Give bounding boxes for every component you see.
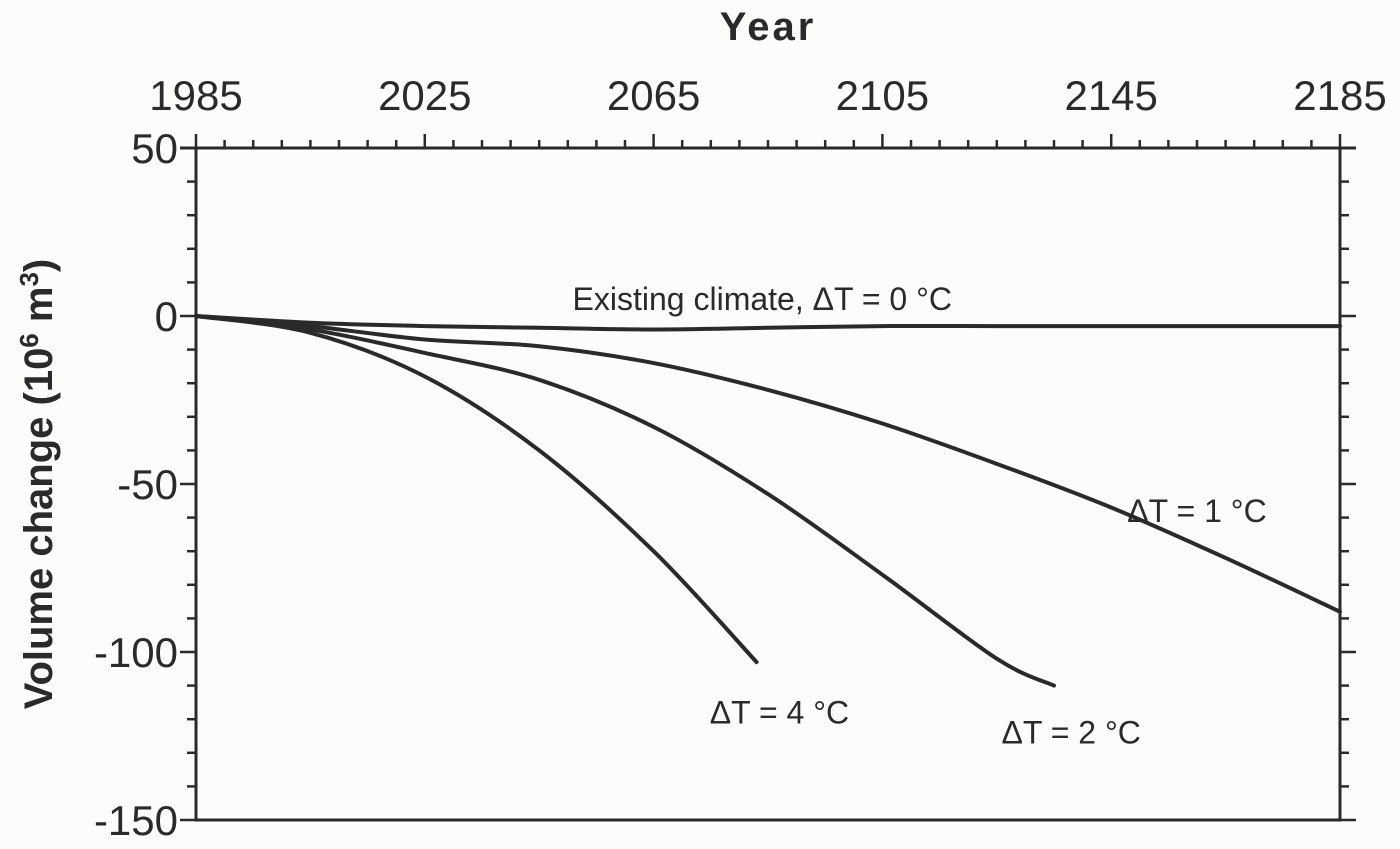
series-line-1 [194, 314, 1342, 614]
data-series [194, 314, 1342, 688]
y-tick-label: -100 [94, 629, 178, 676]
x-tick-label: 2145 [1064, 72, 1157, 119]
series-line-3 [194, 314, 759, 665]
x-tick-label: 2065 [607, 72, 700, 119]
x-tick-labels: 1985 2025 2065 2105 2145 2185 [149, 72, 1386, 119]
x-tick-label: 2105 [836, 72, 929, 119]
y-tick-label: 50 [131, 125, 178, 172]
y-tick-label: -150 [94, 797, 178, 844]
series-line-2 [194, 314, 1056, 688]
plot-frame [180, 134, 1356, 822]
y-tick-labels: 50 0 -50 -100 -150 [94, 125, 178, 844]
x-axis-title: Year [720, 5, 817, 49]
x-tick-label: 1985 [149, 72, 242, 119]
series-annotation: ΔT = 4 °C [710, 694, 849, 730]
series-annotations: Existing climate, ΔT = 0 °C ΔT = 1 °C ΔT =… [573, 281, 1267, 750]
x-tick-label: 2025 [378, 72, 471, 119]
y-tick-label: 0 [155, 293, 178, 340]
series-annotation: Existing climate, ΔT = 0 °C [573, 281, 952, 317]
x-tick-label: 2185 [1293, 72, 1386, 119]
series-annotation: ΔT = 2 °C [1001, 715, 1140, 751]
y-axis-title: Volume change (106 m3) [14, 259, 61, 710]
series-line-0 [194, 314, 1342, 332]
series-annotation: ΔT = 1 °C [1127, 493, 1266, 529]
y-tick-label: -50 [117, 461, 178, 508]
